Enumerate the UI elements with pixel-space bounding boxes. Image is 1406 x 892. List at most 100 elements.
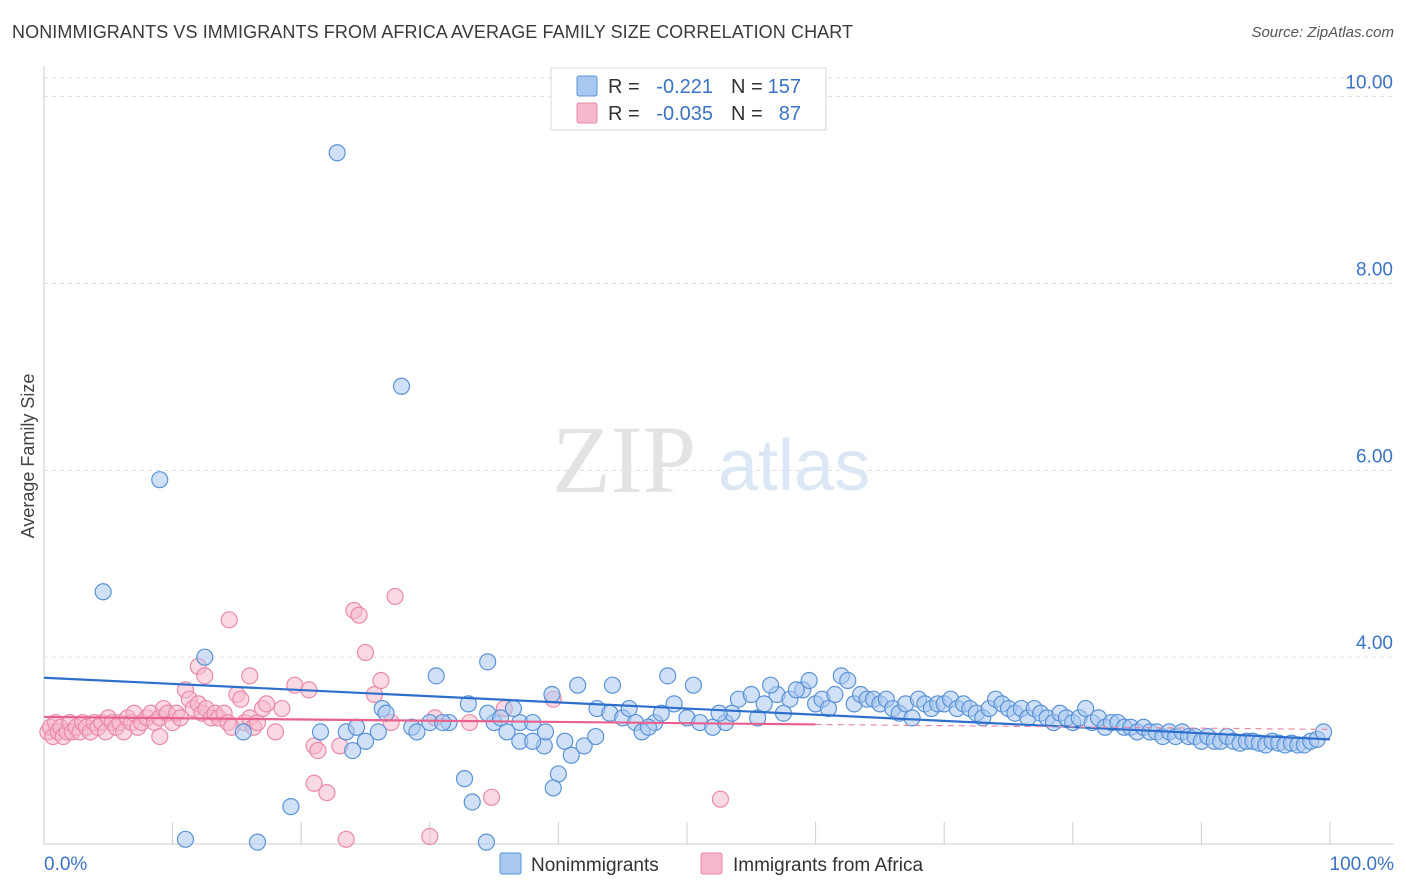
nonimmigrants-point bbox=[524, 732, 542, 750]
nonimmigrants-point bbox=[392, 377, 411, 395]
nonimmigrants-point bbox=[652, 704, 670, 722]
immigrants-point bbox=[421, 827, 439, 846]
chart-title: NONIMMIGRANTS VS IMMIGRANTS FROM AFRICA … bbox=[12, 22, 854, 42]
nonimmigrants-point bbox=[455, 770, 474, 788]
nonimmigrants-point bbox=[1077, 699, 1095, 718]
trend-line-nonimmigrants bbox=[43, 676, 1331, 741]
nonimmigrants-point bbox=[749, 709, 767, 727]
immigrants-point bbox=[257, 695, 276, 713]
immigrants-point bbox=[350, 606, 368, 624]
stats-legend: R = -0.221 N = 157 R = -0.035 N = 87 bbox=[550, 67, 827, 131]
immigrants-point bbox=[266, 723, 285, 741]
nonimmigrants-point bbox=[94, 583, 112, 601]
nonimmigrants-point bbox=[434, 713, 452, 732]
nonimmigrants-point bbox=[408, 723, 426, 741]
nonimmigrants-point bbox=[282, 798, 300, 816]
nonimmigrants-point bbox=[459, 695, 477, 713]
legend-r-value-2: -0.035 bbox=[656, 103, 713, 125]
nonimmigrants-point bbox=[819, 699, 838, 718]
x-tick-label-min: 0.0% bbox=[44, 854, 87, 875]
nonimmigrants-point bbox=[742, 685, 760, 704]
nonimmigrants-point bbox=[569, 676, 587, 694]
immigrants-point bbox=[482, 788, 501, 806]
nonimmigrants-point bbox=[543, 685, 561, 704]
nonimmigrants-point bbox=[479, 653, 497, 671]
immigrants-point bbox=[196, 667, 214, 685]
immigrants-point bbox=[318, 784, 336, 802]
nonimmigrants-point bbox=[575, 737, 593, 755]
nonimmigrants-point bbox=[562, 746, 580, 764]
nonimmigrants-point bbox=[369, 723, 387, 741]
y-tick-labels: 4.00 6.00 8.00 10.00 bbox=[1345, 73, 1393, 654]
legend-swatch-pink bbox=[576, 102, 598, 124]
nonimmigrants-point bbox=[196, 648, 214, 666]
y-axis-label: Average Family Size bbox=[18, 374, 38, 539]
nonimmigrants-point bbox=[639, 718, 658, 736]
bottom-legend-label-nonimmigrants: Nonimmigrants bbox=[531, 855, 659, 876]
nonimmigrants-point bbox=[1314, 723, 1333, 741]
nonimmigrants-point bbox=[356, 732, 375, 750]
nonimmigrants-point bbox=[536, 723, 555, 741]
immigrants-point bbox=[711, 790, 730, 808]
series-legend: Nonimmigrants Immigrants from Africa bbox=[499, 852, 923, 876]
y-tick-label: 10.00 bbox=[1345, 73, 1393, 94]
y-tick-label: 4.00 bbox=[1356, 633, 1393, 654]
y-tick-label: 8.00 bbox=[1356, 260, 1393, 281]
y-tick-label: 6.00 bbox=[1356, 446, 1393, 467]
immigrants-point bbox=[220, 611, 238, 629]
nonimmigrants-point bbox=[603, 676, 622, 694]
nonimmigrants-point bbox=[826, 685, 844, 704]
legend-n-label-1: N = bbox=[731, 76, 763, 98]
immigrants-point bbox=[372, 671, 390, 690]
watermark-atlas: atlas bbox=[718, 426, 870, 506]
nonimmigrants-point bbox=[761, 676, 780, 694]
bottom-legend-label-immigrants: Immigrants from Africa bbox=[733, 855, 923, 876]
nonimmigrants-point bbox=[800, 671, 818, 690]
nonimmigrants-point bbox=[311, 723, 330, 741]
nonimmigrants-point bbox=[328, 144, 346, 162]
immigrants-point bbox=[309, 741, 327, 760]
immigrants-point bbox=[151, 727, 169, 746]
nonimmigrants-point bbox=[427, 667, 445, 685]
nonimmigrants-point bbox=[839, 671, 857, 690]
nonimmigrants-point bbox=[659, 667, 677, 685]
nonimmigrants-point bbox=[787, 681, 805, 699]
immigrants-point bbox=[305, 774, 323, 792]
watermark-zip: ZIP bbox=[552, 406, 696, 513]
trend-line-immigrants-extension bbox=[815, 723, 1331, 731]
immigrants-point bbox=[461, 713, 479, 732]
legend-r-label-2: R = bbox=[608, 103, 640, 125]
nonimmigrants-point bbox=[344, 741, 362, 760]
nonimmigrants-point bbox=[620, 699, 638, 718]
nonimmigrants-point bbox=[176, 830, 195, 848]
immigrants-point bbox=[273, 699, 291, 718]
legend-n-value-2: 87 bbox=[779, 103, 801, 125]
source-credit: Source: ZipAtlas.com bbox=[1251, 24, 1394, 41]
nonimmigrants-point bbox=[151, 471, 169, 489]
immigrants-point bbox=[241, 667, 259, 685]
watermark: ZIP atlas bbox=[552, 406, 870, 513]
immigrants-point bbox=[356, 643, 375, 662]
immigrants-point bbox=[232, 690, 250, 708]
nonimmigrants-point bbox=[710, 704, 728, 722]
x-tick-label-max: 100.0% bbox=[1330, 854, 1395, 875]
nonimmigrants-point bbox=[498, 723, 516, 741]
bottom-legend-swatch-nonimmigrants bbox=[499, 852, 522, 875]
nonimmigrants-point bbox=[248, 833, 267, 851]
nonimmigrants-point bbox=[665, 695, 683, 713]
nonimmigrants-point bbox=[587, 727, 605, 746]
immigrants-point bbox=[386, 587, 404, 606]
nonimmigrants-point bbox=[377, 704, 395, 722]
legend-swatch-blue bbox=[576, 75, 598, 97]
nonimmigrants-point bbox=[463, 793, 481, 811]
nonimmigrants-point bbox=[347, 718, 366, 736]
bottom-legend-swatch-immigrants bbox=[700, 852, 723, 875]
legend-n-label-2: N = bbox=[731, 103, 763, 125]
trend-line-immigrants bbox=[43, 715, 816, 726]
legend-n-value-1: 157 bbox=[768, 76, 801, 98]
nonimmigrants-point bbox=[544, 779, 562, 797]
immigrants-point bbox=[337, 830, 355, 848]
nonimmigrants-point bbox=[556, 732, 574, 750]
series-nonimmigrants bbox=[94, 144, 1333, 851]
